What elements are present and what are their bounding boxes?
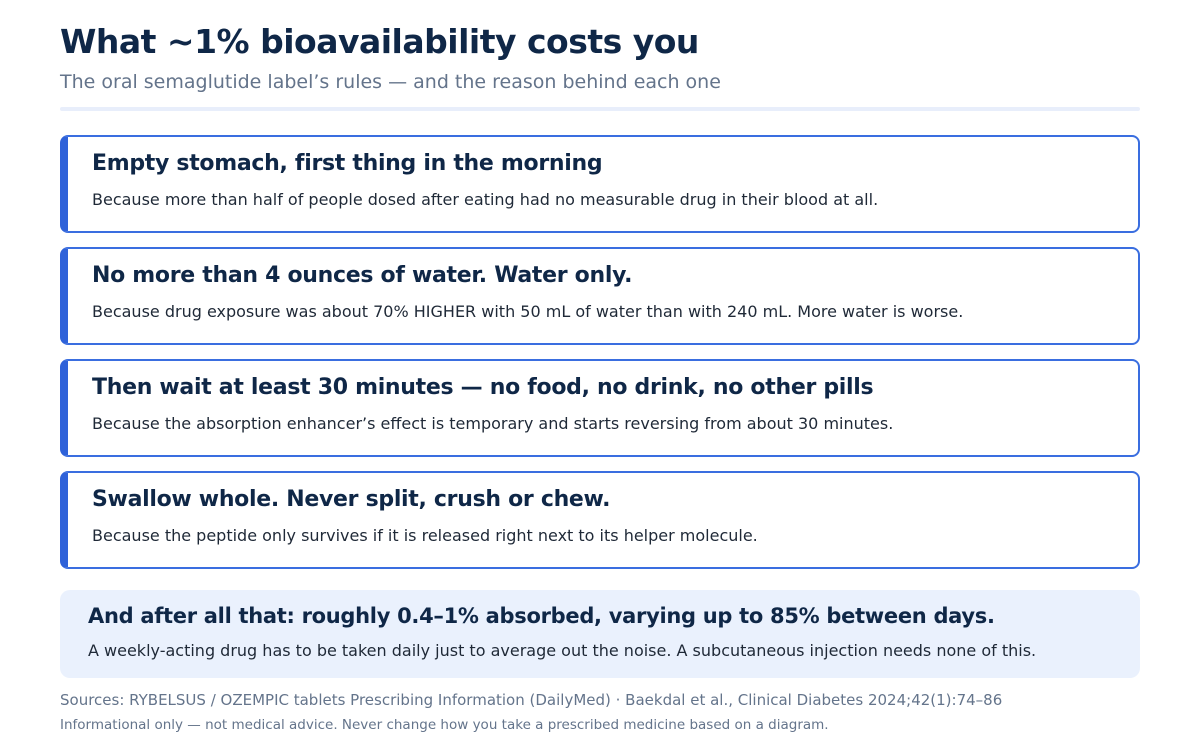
rule-card-empty-stomach: Empty stomach, first thing in the mornin… (60, 135, 1140, 233)
sources-note: Sources: RYBELSUS / OZEMPIC tablets Pres… (60, 691, 1003, 709)
disclaimer-note: Informational only — not medical advice.… (60, 717, 829, 733)
rule-reason: Because more than half of people dosed a… (92, 190, 879, 209)
rule-reason: Because the peptide only survives if it … (92, 526, 758, 545)
page-title: What ~1% bioavailability costs you (60, 22, 699, 61)
summary-box: And after all that: roughly 0.4–1% absor… (60, 590, 1140, 678)
rule-reason: Because the absorption enhancer’s effect… (92, 414, 894, 433)
page-subtitle: The oral semaglutide label’s rules — and… (60, 71, 721, 93)
rule-title: Then wait at least 30 minutes — no food,… (92, 375, 874, 400)
rule-card-swallow: Swallow whole. Never split, crush or che… (60, 471, 1140, 569)
rule-title: Swallow whole. Never split, crush or che… (92, 487, 611, 512)
rule-reason: Because drug exposure was about 70% HIGH… (92, 302, 964, 321)
summary-text: A weekly-acting drug has to be taken dai… (88, 641, 1037, 660)
rule-title: Empty stomach, first thing in the mornin… (92, 151, 603, 176)
rule-card-water: No more than 4 ounces of water. Water on… (60, 247, 1140, 345)
summary-title: And after all that: roughly 0.4–1% absor… (88, 604, 995, 628)
header-divider (60, 107, 1140, 111)
rule-card-wait: Then wait at least 30 minutes — no food,… (60, 359, 1140, 457)
rule-title: No more than 4 ounces of water. Water on… (92, 263, 633, 288)
